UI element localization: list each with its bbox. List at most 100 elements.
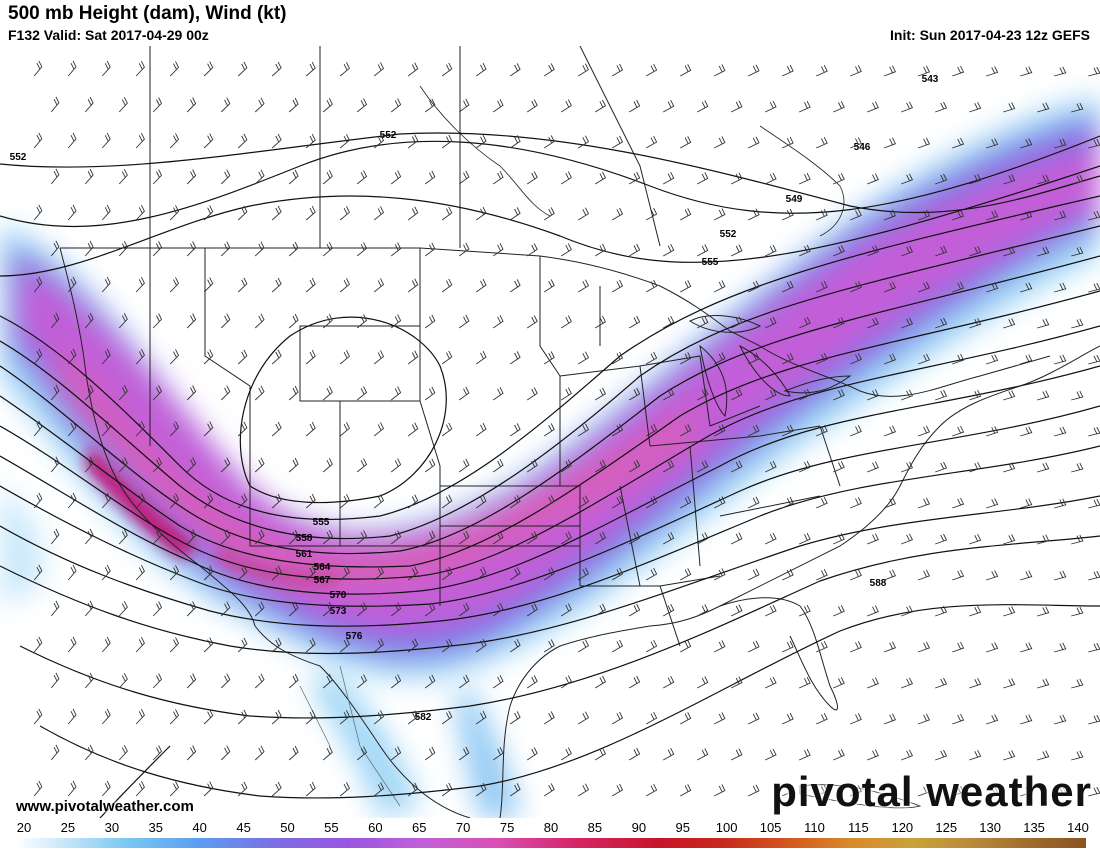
colorbar-tick: 130 — [979, 820, 1002, 835]
wind-barb — [645, 495, 658, 509]
wind-barb — [748, 496, 760, 509]
map-title: 500 mb Height (dam), Wind (kt) — [8, 3, 287, 24]
wind-barb — [645, 783, 658, 797]
wind-barb — [969, 101, 982, 113]
colorbar-tick: 95 — [675, 820, 690, 835]
wind-barb — [816, 712, 828, 725]
wind-barb — [356, 746, 368, 761]
wind-barb — [628, 747, 641, 761]
wind-barb — [186, 601, 197, 617]
wind-barb — [1003, 102, 1016, 113]
wind-barb — [850, 569, 862, 581]
wind-barb — [884, 425, 897, 437]
wind-barb — [492, 530, 504, 545]
wind-barb — [424, 314, 436, 329]
wind-barb — [816, 64, 828, 77]
wind-barb — [765, 316, 777, 329]
wind-barb — [731, 172, 743, 185]
wind-barb — [390, 746, 402, 761]
wind-barb — [101, 564, 111, 581]
wind-barb — [475, 566, 487, 581]
wind-barb — [322, 601, 333, 617]
wind-barb — [952, 785, 965, 797]
wind-barb — [731, 748, 743, 761]
wind-barb — [850, 137, 862, 149]
contour-label: 555 — [313, 517, 330, 528]
wind-barb — [475, 278, 487, 293]
wind-barb — [322, 241, 333, 257]
wind-barb — [713, 424, 726, 437]
wind-barb — [594, 315, 606, 329]
wind-barb — [884, 569, 897, 581]
wind-barb — [152, 97, 163, 113]
wind-barb — [339, 782, 350, 797]
wind-barb — [441, 134, 453, 149]
wind-barb — [441, 782, 453, 797]
wind-barb — [628, 315, 641, 329]
wind-barb — [237, 133, 248, 149]
wind-barb — [543, 495, 555, 509]
wind-barb — [645, 567, 658, 581]
wind-barb — [152, 313, 163, 329]
wind-barb — [918, 569, 931, 581]
wind-barb — [594, 99, 606, 113]
wind-barb — [560, 531, 572, 545]
colorbar-tick: 20 — [16, 820, 32, 835]
wind-barb — [237, 277, 248, 293]
wind-barb — [220, 529, 231, 545]
wind-barb — [645, 351, 658, 365]
wind-barb — [748, 568, 760, 581]
wind-barb — [288, 313, 299, 329]
wind-barb — [628, 171, 641, 185]
colorbar-tick: 85 — [587, 820, 603, 835]
wind-barb — [594, 603, 606, 617]
wind-barb — [101, 420, 111, 437]
wind-barb — [867, 173, 879, 185]
wind-barb — [833, 389, 845, 401]
wind-barb — [918, 281, 931, 293]
wind-barb — [271, 709, 282, 725]
wind-barb — [373, 710, 385, 725]
wind-barb — [237, 709, 248, 725]
wind-barb — [441, 350, 453, 365]
wind-barb — [952, 425, 965, 437]
wind-barb — [101, 204, 111, 221]
wind-barb — [748, 712, 760, 725]
wind-barb — [918, 353, 931, 365]
wind-barb — [441, 494, 453, 509]
wind-barb — [169, 205, 180, 221]
wind-barb — [918, 425, 931, 437]
wind-barb — [339, 206, 350, 221]
wind-barb — [407, 206, 419, 221]
wind-barb — [1054, 426, 1067, 437]
wind-barb — [1020, 714, 1033, 725]
wind-barb — [84, 168, 94, 185]
wind-barb — [816, 424, 828, 437]
wind-barb — [867, 461, 879, 473]
wind-barb — [986, 354, 999, 365]
wind-barb — [305, 421, 316, 437]
wind-barb — [969, 677, 982, 689]
wind-barb — [952, 65, 965, 77]
wind-barb — [560, 315, 572, 329]
wind-barb — [543, 207, 555, 221]
wind-barb — [577, 423, 589, 437]
wind-barb — [782, 424, 794, 437]
wind-barb — [237, 781, 248, 797]
wind-barb — [441, 566, 453, 581]
wind-barb — [850, 641, 862, 653]
wind-barb — [441, 638, 453, 653]
wind-barb — [662, 99, 675, 113]
wind-barb — [407, 494, 419, 509]
wind-barb — [969, 533, 982, 545]
wind-barbs — [33, 60, 1100, 797]
wind-barb — [356, 386, 368, 401]
wind-barb — [1020, 642, 1033, 653]
wind-barb — [696, 100, 709, 113]
wind-barb — [850, 65, 862, 77]
wind-barb — [952, 281, 965, 293]
wind-barb — [986, 498, 999, 509]
wind-barb — [1020, 354, 1033, 365]
wind-barb — [305, 565, 316, 581]
wind-barb — [1020, 138, 1033, 149]
